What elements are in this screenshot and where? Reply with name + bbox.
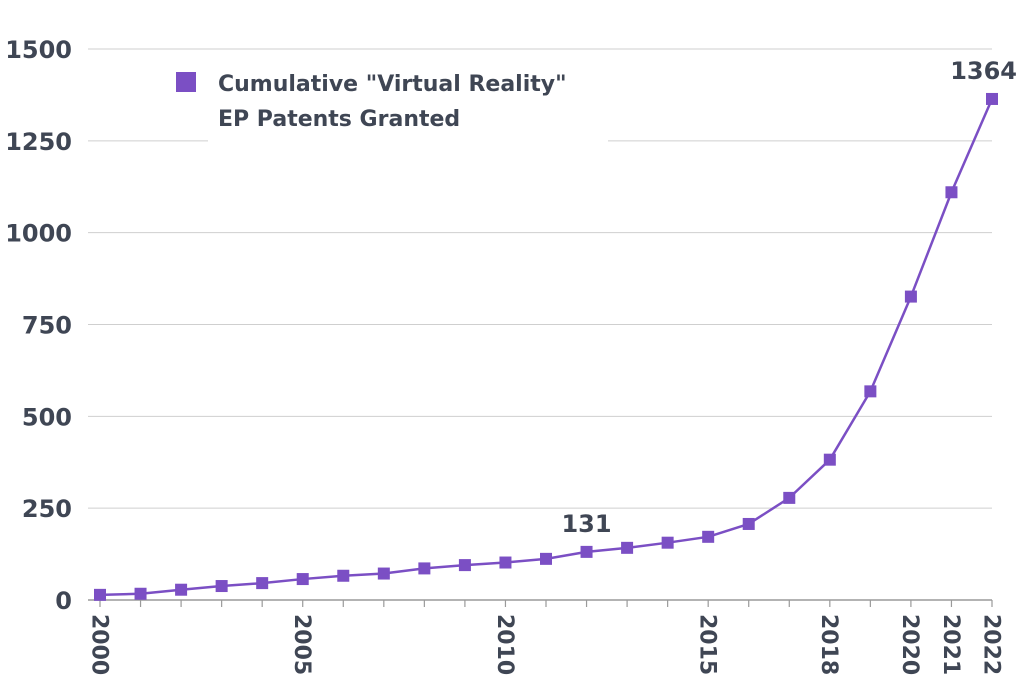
y-tick-label: 1500	[5, 36, 72, 64]
legend-swatch	[176, 72, 196, 92]
legend-label-line-2: EP Patents Granted	[218, 107, 460, 132]
x-tick-label: 2000	[86, 614, 111, 675]
y-tick-label: 0	[55, 587, 72, 615]
data-point	[94, 588, 106, 601]
data-point	[175, 583, 188, 596]
x-tick-label: 2010	[492, 614, 517, 675]
data-label: 131	[561, 510, 611, 538]
data-label: 1364	[950, 57, 1017, 85]
x-tick-label: 2018	[816, 614, 841, 675]
data-point	[661, 536, 674, 549]
data-point	[540, 552, 552, 565]
data-point	[580, 545, 593, 558]
data-point	[742, 517, 755, 530]
x-tick-label: 2005	[289, 614, 314, 675]
y-tick-label: 1000	[5, 220, 72, 248]
x-axis: 2000 2005 2010 2015 2018 2020 2021 2022	[86, 600, 1003, 675]
series-line	[99, 98, 994, 597]
data-point	[499, 556, 512, 569]
y-tick-label: 750	[22, 312, 72, 340]
data-point	[337, 569, 350, 582]
data-point	[945, 186, 958, 199]
series-layer	[94, 92, 998, 601]
x-tick-label: 2020	[897, 614, 922, 675]
data-point	[904, 290, 917, 303]
data-point	[621, 541, 634, 554]
data-point	[418, 562, 431, 575]
data-point	[702, 530, 715, 543]
data-point	[256, 577, 269, 590]
legend-label-line-1: Cumulative "Virtual Reality"	[218, 72, 567, 97]
data-point	[296, 573, 309, 586]
data-point	[783, 491, 796, 504]
data-point	[134, 587, 147, 600]
y-tick-label: 500	[22, 403, 72, 431]
annotations: 131 1364	[561, 57, 1017, 538]
x-tick-label: 2021	[938, 614, 963, 675]
y-tick-label: 1250	[5, 128, 72, 156]
data-point	[215, 580, 228, 593]
data-point	[864, 385, 877, 398]
data-point	[377, 567, 390, 580]
x-tick-label: 2022	[978, 614, 1003, 675]
y-tick-label: 250	[22, 495, 72, 523]
data-point	[823, 453, 836, 466]
legend: Cumulative "Virtual Reality" EP Patents …	[176, 60, 608, 150]
y-axis: 0 250 500 750 1000 1250 1500	[5, 36, 72, 615]
data-point	[458, 559, 471, 572]
data-point	[986, 92, 998, 105]
x-tick-label: 2015	[694, 614, 719, 675]
legend-background	[208, 60, 608, 150]
